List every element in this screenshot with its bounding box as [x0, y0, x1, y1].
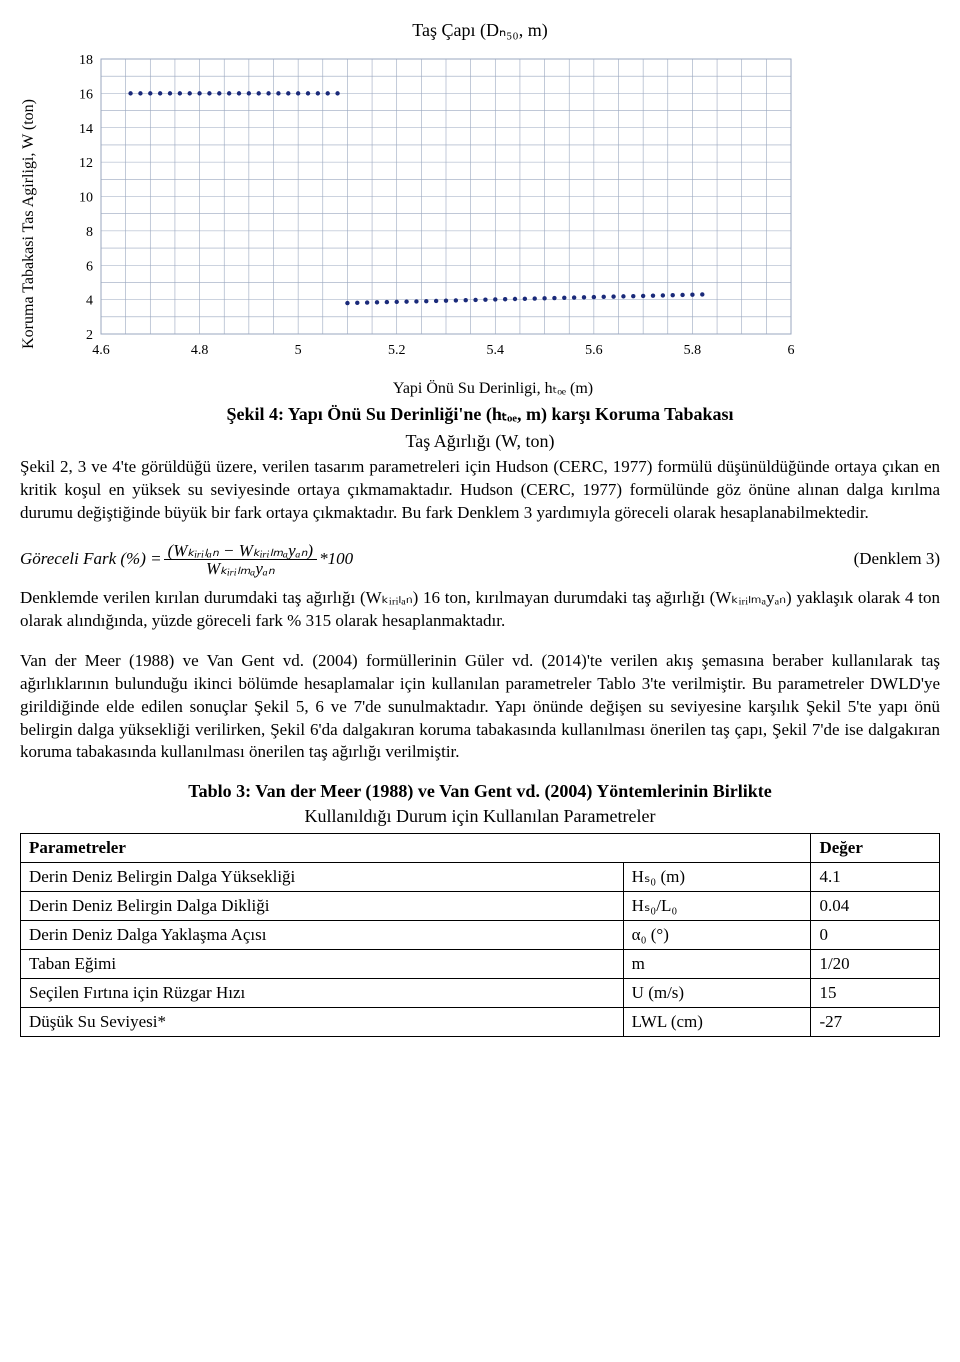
table-row: Derin Deniz Dalga Yaklaşma Açısıα₀ (°)0 [21, 921, 940, 950]
svg-text:4: 4 [86, 294, 93, 309]
equation-3-numerator: (Wₖᵢᵣᵢₗₐₙ − Wₖᵢᵣᵢₗₘₐyₐₙ) [164, 542, 317, 560]
table-cell: LWL (cm) [623, 1008, 811, 1037]
svg-text:5.4: 5.4 [487, 343, 505, 358]
table-cell: 4.1 [811, 863, 940, 892]
chart-ylabel: Koruma Tabakasi Tas Agirligi, W (ton) [20, 99, 38, 349]
table-cell: Taban Eğimi [21, 950, 624, 979]
paragraph-3: Van der Meer (1988) ve Van Gent vd. (200… [20, 650, 940, 765]
chart-wrap: Koruma Tabakasi Tas Agirligi, W (ton) 4.… [20, 49, 940, 398]
figure-caption-line1: Şekil 4: Yapı Önü Su Derinliği'ne (hₜₒₑ,… [20, 404, 940, 425]
table-cell: 0 [811, 921, 940, 950]
table-cell: -27 [811, 1008, 940, 1037]
table-head-value: Değer [811, 834, 940, 863]
table-3: Parametreler Değer Derin Deniz Belirgin … [20, 833, 940, 1037]
chart-plot: 4.6 4.8 5 5.2 5.4 5.6 5.8 6 2 4 6 8 10 12 14 16 18 Yapi … [46, 49, 940, 398]
svg-text:12: 12 [79, 156, 93, 171]
svg-text:5: 5 [295, 343, 302, 358]
svg-text:8: 8 [86, 225, 93, 240]
equation-3: Göreceli Fark (%) = (Wₖᵢᵣᵢₗₐₙ − Wₖᵢᵣᵢₗₘₐ… [20, 542, 940, 577]
table-row: Taban Eğimim1/20 [21, 950, 940, 979]
svg-text:5.8: 5.8 [684, 343, 702, 358]
chart-title: Taş Çapı (Dₙ₅₀, m) [20, 20, 940, 41]
figure-caption-line2: Taş Ağırlığı (W, ton) [20, 431, 940, 452]
svg-text:4.6: 4.6 [92, 343, 110, 358]
svg-text:18: 18 [79, 53, 93, 68]
equation-3-label: (Denklem 3) [814, 549, 940, 569]
svg-text:5.2: 5.2 [388, 343, 406, 358]
table-cell: Derin Deniz Belirgin Dalga Dikliği [21, 892, 624, 921]
table-row: Derin Deniz Belirgin Dalga DikliğiHₛ₀/L₀… [21, 892, 940, 921]
paragraph-2: Denklemde verilen kırılan durumdaki taş … [20, 587, 940, 633]
table-cell: U (m/s) [623, 979, 811, 1008]
table-row: Düşük Su Seviyesi*LWL (cm)-27 [21, 1008, 940, 1037]
equation-3-fraction: (Wₖᵢᵣᵢₗₐₙ − Wₖᵢᵣᵢₗₘₐyₐₙ) Wₖᵢᵣᵢₗₘₐyₐₙ [164, 542, 317, 577]
table-head-param: Parametreler [21, 834, 811, 863]
svg-text:4.8: 4.8 [191, 343, 209, 358]
svg-text:6: 6 [86, 259, 93, 274]
table-cell: 15 [811, 979, 940, 1008]
svg-text:10: 10 [79, 191, 93, 206]
table-cell: Hₛ₀/L₀ [623, 892, 811, 921]
table-cell: 1/20 [811, 950, 940, 979]
table-cell: Düşük Su Seviyesi* [21, 1008, 624, 1037]
equation-3-expr: Göreceli Fark (%) = (Wₖᵢᵣᵢₗₐₙ − Wₖᵢᵣᵢₗₘₐ… [20, 542, 353, 577]
table-cell: Hₛ₀ (m) [623, 863, 811, 892]
table-3-title: Tablo 3: Van der Meer (1988) ve Van Gent… [20, 781, 940, 802]
svg-text:2: 2 [86, 328, 93, 343]
svg-text:6: 6 [788, 343, 795, 358]
table-cell: 0.04 [811, 892, 940, 921]
svg-text:14: 14 [79, 122, 93, 137]
table-header-row: Parametreler Değer [21, 834, 940, 863]
table-cell: Derin Deniz Dalga Yaklaşma Açısı [21, 921, 624, 950]
equation-3-denominator: Wₖᵢᵣᵢₗₘₐyₐₙ [202, 560, 279, 577]
table-cell: Seçilen Fırtına için Rüzgar Hızı [21, 979, 624, 1008]
table-cell: m [623, 950, 811, 979]
paragraph-1: Şekil 2, 3 ve 4'te görüldüğü üzere, veri… [20, 456, 940, 525]
table-cell: α₀ (°) [623, 921, 811, 950]
chart-xlabel: Yapi Önü Su Derinligi, hₜₒₑ (m) [46, 378, 940, 398]
svg-text:16: 16 [79, 87, 93, 102]
equation-3-mul: *100 [319, 549, 353, 569]
table-row: Seçilen Fırtına için Rüzgar HızıU (m/s)1… [21, 979, 940, 1008]
table-row: Derin Deniz Belirgin Dalga YüksekliğiHₛ₀… [21, 863, 940, 892]
table-cell: Derin Deniz Belirgin Dalga Yüksekliği [21, 863, 624, 892]
svg-text:5.6: 5.6 [585, 343, 603, 358]
table-3-subtitle: Kullanıldığı Durum için Kullanılan Param… [20, 806, 940, 827]
equation-3-lhs: Göreceli Fark (%) = [20, 549, 162, 569]
